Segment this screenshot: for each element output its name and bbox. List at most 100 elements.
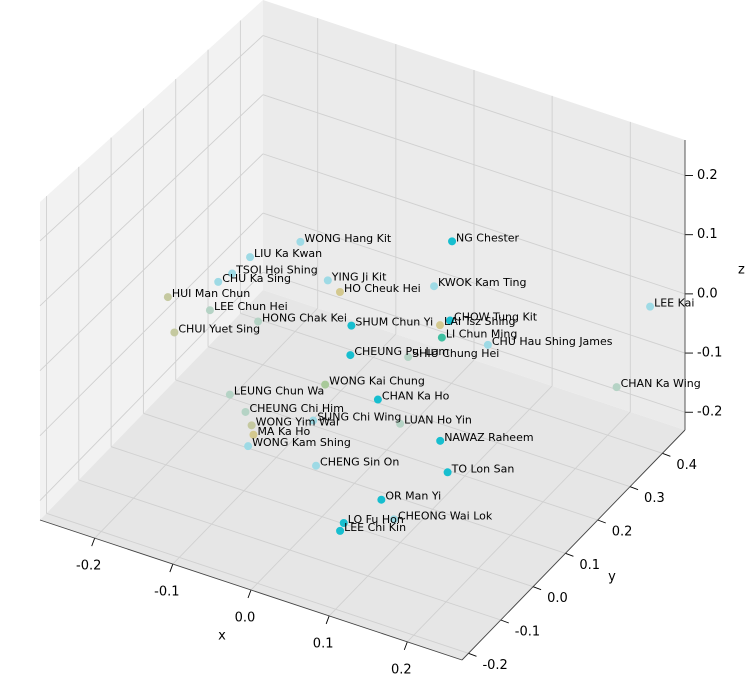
point [377,495,386,504]
z-tick-label: -0.1 [697,346,722,361]
point [336,526,345,535]
y-tick-label: 0.0 [547,591,568,606]
grid-line [240,312,663,454]
grid-line [328,385,553,617]
point [296,237,305,246]
point-label: LO Fu Hon [348,513,404,526]
point [339,519,348,528]
point-label: SHUM Chun Yi [355,316,433,329]
tick-mark [532,586,542,591]
point [448,237,457,246]
grid-line [39,94,264,307]
point [170,328,179,337]
point [225,390,234,399]
tick-mark [629,486,639,491]
point-label: HUI Man Chun [172,287,250,300]
grid-line [172,333,397,565]
point-label: LEUNG Chun Wa [234,385,324,398]
point-label: LEE Chun Hei [214,300,288,313]
point [404,353,413,362]
tick-mark [91,537,96,547]
point [389,515,398,524]
grid-line [262,35,686,176]
y-tick-label: 0.1 [579,558,600,573]
point [205,306,214,315]
point-label: CHEONG Wai Lok [398,509,493,522]
point [612,383,621,392]
tick-mark [565,552,574,557]
point-label: LEE Chi Kin [344,521,406,534]
point-label: LI Chun Ming [446,328,517,341]
y-axis-label: y [608,570,616,585]
point-label: LIU Ka Kwan [254,247,322,260]
point [321,380,330,389]
grid-line [39,212,264,436]
point-label: CHENG Sin On [320,456,399,469]
point [347,321,356,330]
point-label: NAWAZ Raheem [444,431,533,444]
point-label: CHU Hau Shing James [492,335,613,348]
pane-left [40,0,263,520]
point-label: MA Ka Ho [257,425,310,438]
point-label: TO Lon San [451,462,515,475]
point [483,340,492,349]
point-label: CHUI Yuet Sing [178,322,260,335]
y-tick-label: 0.3 [644,491,665,506]
point-label: HO Cheuk Hei [344,282,421,295]
y-tick-label: 0.2 [612,525,633,540]
z-axis-label: z [738,263,745,278]
z-tick-label: -0.2 [697,405,722,420]
tick-mark [247,589,252,599]
point-label: WONG Yim Wai [256,415,339,428]
point-label: SUNG Chi Wing [317,411,401,424]
grid-line [39,35,264,242]
point [228,269,237,278]
point [254,317,263,326]
point-label: CHOW Tung Kit [454,311,538,324]
point-label: WONG Kai Chung [329,375,425,388]
grid-line [39,153,264,372]
tick-mark [662,452,671,457]
z-tick-label: 0.2 [697,168,718,183]
grid-line [78,479,501,621]
point [241,407,250,416]
point [430,282,439,291]
grid-line [39,271,264,501]
grid-line [262,212,686,354]
point [443,468,452,477]
z-tick-label: 0.0 [697,286,718,301]
point [335,287,344,296]
y-tick-label: -0.1 [515,625,540,640]
y-tick-label: 0.4 [676,458,697,473]
point-label: CHEUNG Chi Him [249,402,343,415]
point [244,442,253,451]
point-label: CHAN Ka Ho [382,390,450,403]
y-tick-label: -0.2 [482,658,507,673]
point [646,302,655,311]
point [309,416,318,425]
point-label: SHIU Chung Hei [412,347,499,360]
grid-line [143,412,566,554]
x-tick-label: 0.2 [391,662,412,677]
tick-mark [468,652,477,657]
point-label: CHAN Ka Wing [621,377,701,390]
point [249,430,258,439]
point-label: HONG Chak Kei [262,312,347,325]
point-label: KWOK Kam Ting [438,276,526,289]
point [346,351,355,360]
tick-mark [597,519,606,524]
point [312,461,321,470]
point-label: CHU Ka Sing [222,272,291,285]
grid-line [175,379,598,521]
tick-mark [325,615,330,625]
tick-mark [169,563,174,573]
point-label: LEE Kai [654,297,694,310]
point [214,277,223,286]
point [396,419,405,428]
point-label: NG Chester [456,231,519,244]
x-axis-line [39,519,463,661]
x-tick-label: 0.1 [313,636,334,651]
point-label: LUAN Ho Yin [404,414,472,427]
point [323,276,332,285]
